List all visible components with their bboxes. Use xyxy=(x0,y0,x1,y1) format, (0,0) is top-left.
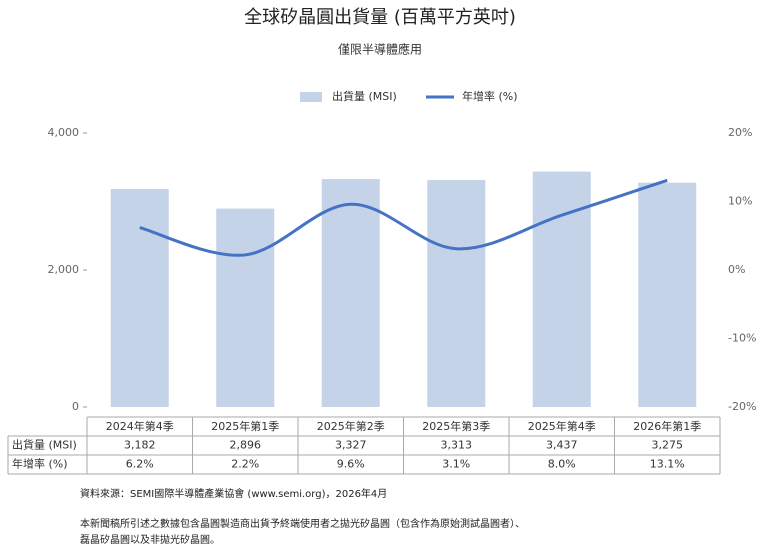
table-cell: 3,327 xyxy=(335,439,367,452)
source: 資料來源：SEMI國際半導體產業協會 (www.semi.org)，2026年4… xyxy=(80,487,387,500)
table-cell: 2,896 xyxy=(230,439,262,452)
y2-tick-label: -10% xyxy=(728,332,756,345)
table-cell: 3.1% xyxy=(442,458,470,471)
chart-subtitle: 僅限半導體應用 xyxy=(338,42,422,57)
y2-tick-label: 10% xyxy=(728,195,752,208)
note: 本新聞稿所引述之數據包含晶圓製造商出貨予終端使用者之拋光矽晶圓（包含作為原始測試… xyxy=(80,517,525,530)
x-tick-label: 2025年第3季 xyxy=(422,419,490,433)
y2-tick-label: 0% xyxy=(728,263,745,276)
x-tick-label: 2025年第4季 xyxy=(528,419,596,433)
y2-tick-label: 20% xyxy=(728,126,752,139)
bar xyxy=(216,208,275,407)
table-cell: 8.0% xyxy=(548,458,576,471)
table-cell: 3,313 xyxy=(441,439,473,452)
table-cell: 9.6% xyxy=(337,458,365,471)
chart-title: 全球矽晶圓出貨量 (百萬平方英吋) xyxy=(244,7,516,28)
bar xyxy=(427,180,486,407)
table-cell: 2.2% xyxy=(231,458,259,471)
bar xyxy=(532,171,591,407)
y-tick-label: 0 xyxy=(72,400,79,413)
x-tick-label: 2024年第4季 xyxy=(106,419,174,433)
legend-label: 年增率 (%) xyxy=(462,89,518,103)
table-cell: 3,437 xyxy=(546,439,578,452)
x-tick-label: 2025年第1季 xyxy=(211,419,279,433)
table-cell: 3,182 xyxy=(124,439,156,452)
y2-tick-label: -20% xyxy=(728,400,756,413)
table-cell: 13.1% xyxy=(650,458,685,471)
line xyxy=(139,178,668,257)
y-tick-label: 2,000 xyxy=(48,263,80,276)
bar xyxy=(638,182,697,407)
note: 磊晶矽晶圓以及非拋光矽晶圓。 xyxy=(80,533,220,546)
x-tick-label: 2025年第2季 xyxy=(317,419,385,433)
bar xyxy=(110,189,169,407)
legend-label: 出貨量 (MSI) xyxy=(332,89,397,103)
table-cell: 6.2% xyxy=(126,458,154,471)
table-row-label: 出貨量 (MSI) xyxy=(12,438,77,452)
x-tick-label: 2026年第1季 xyxy=(633,419,701,433)
legend-swatch xyxy=(300,92,322,102)
table-row-label: 年增率 (%) xyxy=(12,457,68,471)
bar xyxy=(321,179,380,407)
table-cell: 3,275 xyxy=(652,439,684,452)
y-tick-label: 4,000 xyxy=(48,126,80,139)
